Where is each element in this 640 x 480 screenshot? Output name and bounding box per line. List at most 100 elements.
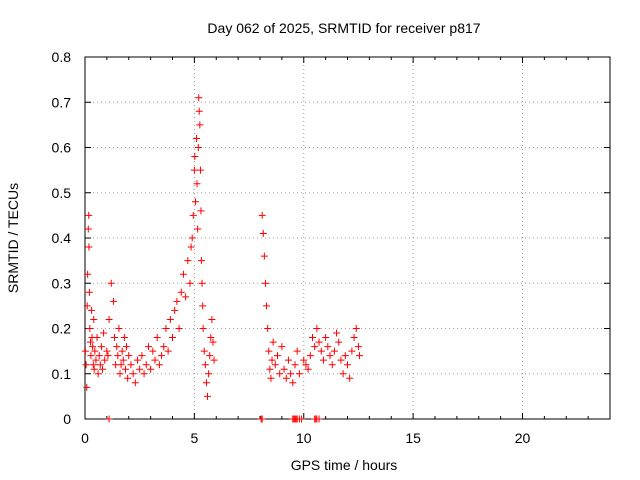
data-point: [127, 361, 135, 369]
data-point: [260, 252, 268, 260]
data-point: [149, 347, 157, 355]
data-point: [295, 370, 303, 378]
data-point: [118, 347, 126, 355]
x-tick-label: 10: [296, 430, 312, 446]
data-point: [284, 356, 292, 364]
data-point: [326, 352, 334, 360]
data-point: [83, 302, 91, 310]
data-point: [171, 306, 179, 314]
data-point: [81, 347, 89, 355]
data-point: [300, 356, 308, 364]
data-points: [81, 94, 364, 423]
data-point: [115, 325, 123, 332]
data-point: [87, 352, 95, 360]
data-point: [160, 343, 168, 351]
data-point: [182, 293, 190, 301]
data-point: [199, 302, 207, 310]
data-point: [100, 329, 108, 337]
data-point: [315, 338, 323, 346]
data-point: [97, 343, 105, 351]
data-point: [86, 325, 94, 332]
data-point: [113, 343, 121, 351]
data-point: [350, 334, 358, 342]
y-tick-label: 0.2: [52, 321, 72, 337]
data-point: [86, 338, 94, 346]
y-tick-label: 0.5: [52, 185, 72, 201]
data-point: [138, 352, 146, 360]
data-point: [116, 370, 124, 378]
data-point: [90, 365, 98, 373]
data-point: [84, 270, 92, 278]
data-point: [210, 356, 218, 364]
data-point: [264, 325, 272, 332]
data-point: [352, 325, 360, 332]
data-point: [324, 343, 332, 351]
data-point: [177, 288, 185, 296]
data-point: [344, 361, 351, 369]
data-point: [89, 361, 97, 369]
data-point: [136, 365, 144, 373]
data-point: [179, 270, 187, 278]
data-point: [269, 338, 277, 346]
data-point: [200, 347, 208, 355]
axis-ticks: 0 5 10 15 20 0 0.1 0.2 0.3 0.4 0.5 0.6 0.7 0.8: [52, 49, 610, 446]
data-point: [117, 361, 125, 369]
data-point: [356, 352, 364, 360]
data-point: [124, 374, 132, 382]
data-point: [195, 94, 203, 102]
data-point: [341, 352, 349, 360]
data-point: [339, 370, 347, 378]
data-point: [268, 356, 276, 364]
data-point: [330, 347, 338, 355]
data-point: [204, 392, 211, 400]
data-point: [287, 370, 295, 378]
data-point: [153, 334, 161, 342]
data-point: [197, 166, 204, 174]
data-point: [189, 211, 197, 219]
data-point: [194, 144, 202, 151]
x-tick-label: 15: [405, 430, 421, 446]
data-point: [258, 415, 266, 423]
data-point: [319, 356, 327, 364]
data-point: [131, 379, 139, 387]
data-point: [144, 343, 152, 351]
data-point: [91, 347, 99, 355]
data-point: [263, 302, 271, 310]
data-point: [205, 370, 213, 378]
data-point: [99, 365, 106, 373]
y-axis-label: SRMTID / TECUs: [5, 183, 21, 293]
data-point: [258, 211, 266, 219]
data-point: [107, 279, 115, 287]
data-point: [105, 315, 113, 323]
data-point: [125, 352, 133, 360]
data-point: [201, 361, 209, 369]
data-point: [158, 352, 166, 360]
data-point: [195, 107, 203, 115]
data-point: [186, 279, 194, 287]
data-point: [94, 370, 102, 378]
data-point: [315, 415, 323, 423]
data-point: [293, 347, 301, 355]
data-point: [85, 243, 93, 251]
data-point: [313, 325, 321, 332]
data-point: [169, 334, 176, 342]
chart-title: Day 062 of 2025, SRMTID for receiver p81…: [207, 20, 480, 36]
data-point: [207, 334, 215, 342]
data-point: [142, 361, 150, 369]
data-point: [261, 279, 269, 287]
data-point: [96, 361, 104, 369]
data-point: [105, 415, 113, 423]
data-point: [92, 356, 100, 364]
data-point: [184, 257, 192, 265]
data-point: [175, 325, 183, 332]
data-point: [84, 225, 92, 233]
data-point: [155, 361, 163, 369]
data-point: [304, 365, 312, 373]
data-point: [202, 379, 210, 387]
data-point: [111, 334, 119, 342]
x-tick-label: 0: [81, 430, 89, 446]
data-point: [134, 356, 141, 364]
data-point: [191, 153, 199, 161]
